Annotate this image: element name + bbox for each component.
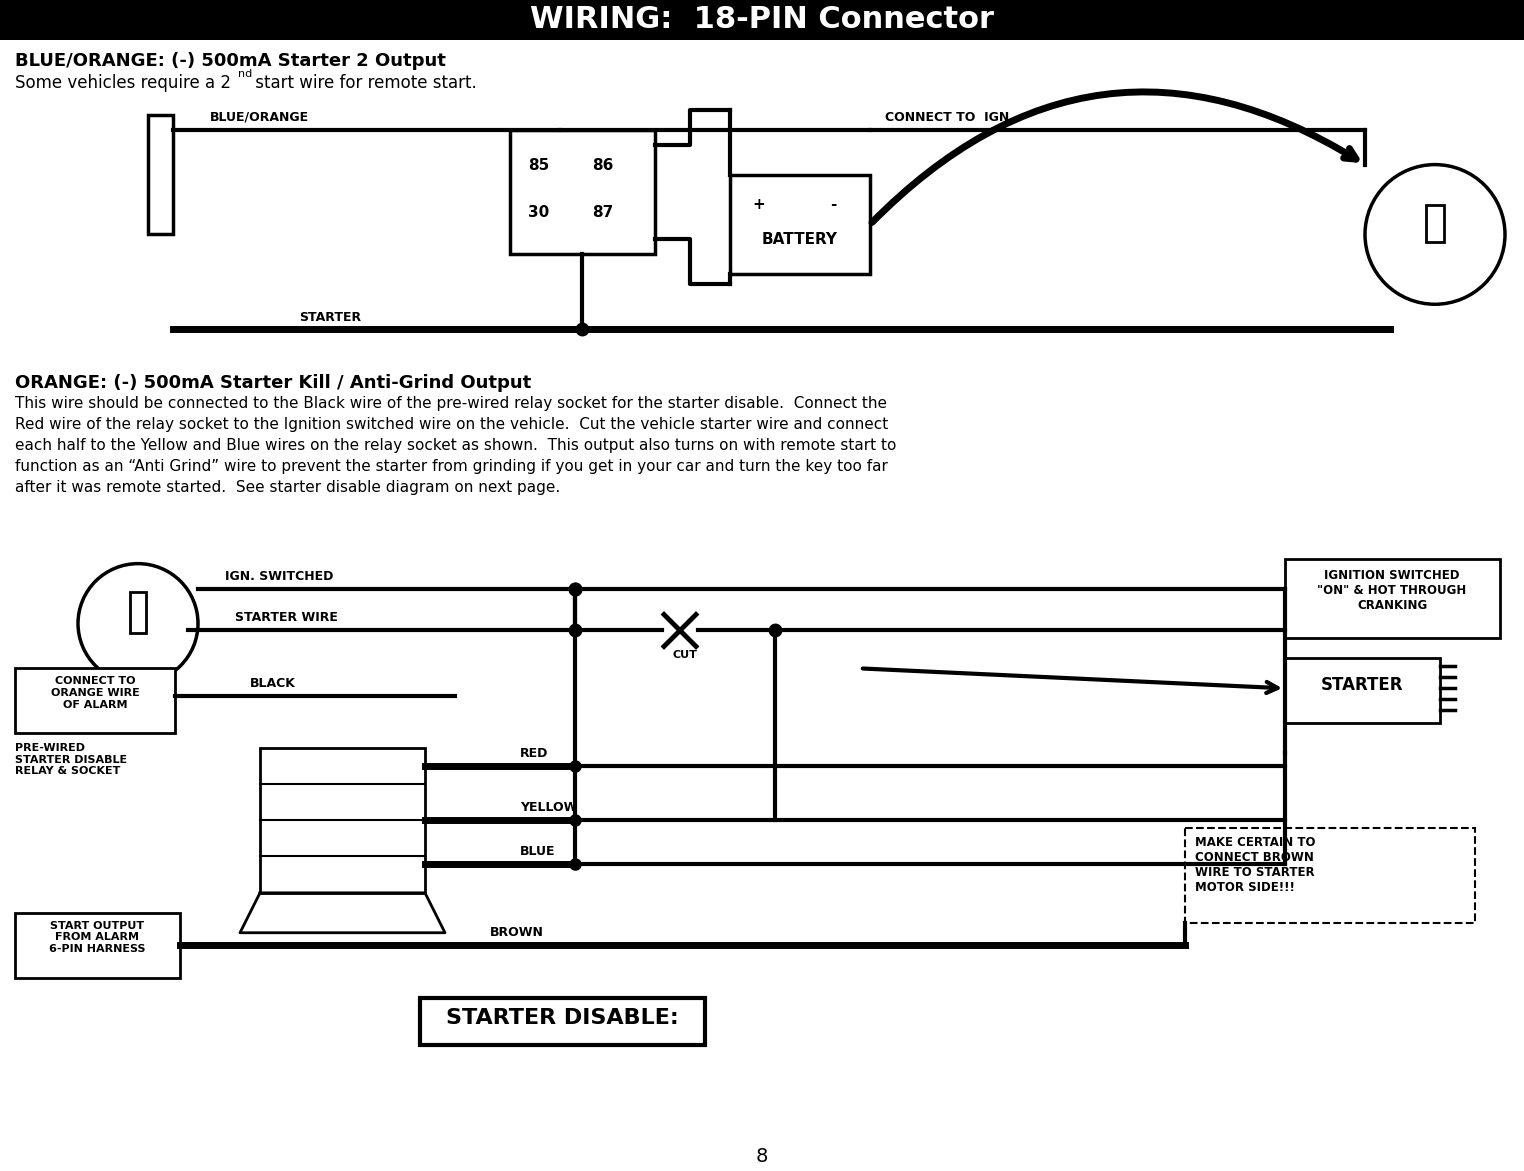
Bar bbox=[511, 130, 655, 254]
Text: function as an “Anti Grind” wire to prevent the starter from grinding if you get: function as an “Anti Grind” wire to prev… bbox=[15, 459, 888, 474]
Text: 30: 30 bbox=[527, 205, 549, 219]
Bar bbox=[15, 669, 175, 733]
Text: WIRING:  18-PIN Connector: WIRING: 18-PIN Connector bbox=[530, 6, 994, 34]
Bar bbox=[1426, 205, 1445, 242]
Bar bbox=[15, 912, 180, 978]
Bar bbox=[130, 591, 146, 634]
Text: PRE-WIRED
STARTER DISABLE
RELAY & SOCKET: PRE-WIRED STARTER DISABLE RELAY & SOCKET bbox=[15, 744, 126, 776]
Text: MAKE CERTAIN TO
CONNECT BROWN
WIRE TO STARTER
MOTOR SIDE!!!: MAKE CERTAIN TO CONNECT BROWN WIRE TO ST… bbox=[1195, 836, 1315, 893]
Text: This wire should be connected to the Black wire of the pre-wired relay socket fo: This wire should be connected to the Bla… bbox=[15, 396, 887, 411]
Text: STARTER DISABLE:: STARTER DISABLE: bbox=[445, 1007, 678, 1028]
Text: Some vehicles require a 2: Some vehicles require a 2 bbox=[15, 74, 232, 91]
Text: STARTER: STARTER bbox=[1321, 677, 1404, 694]
Text: 85: 85 bbox=[527, 158, 549, 172]
Text: BLUE/ORANGE: BLUE/ORANGE bbox=[210, 111, 309, 124]
Bar bbox=[730, 174, 870, 274]
Text: CONNECT TO  IGN: CONNECT TO IGN bbox=[885, 111, 1009, 124]
Text: STARTER WIRE: STARTER WIRE bbox=[235, 611, 338, 624]
Bar bbox=[1186, 828, 1475, 923]
Text: CONNECT TO
ORANGE WIRE
OF ALARM: CONNECT TO ORANGE WIRE OF ALARM bbox=[50, 677, 139, 710]
Bar bbox=[1285, 559, 1500, 638]
Text: RED: RED bbox=[520, 747, 549, 760]
Text: STARTER: STARTER bbox=[299, 311, 361, 324]
Text: IGNITION SWITCHED
"ON" & HOT THROUGH
CRANKING: IGNITION SWITCHED "ON" & HOT THROUGH CRA… bbox=[1317, 569, 1466, 611]
Text: BLUE: BLUE bbox=[520, 845, 556, 858]
Text: +: + bbox=[751, 197, 765, 212]
Bar bbox=[0, 0, 1524, 40]
Text: BATTERY: BATTERY bbox=[762, 232, 838, 247]
Text: BROWN: BROWN bbox=[491, 926, 544, 939]
Text: 86: 86 bbox=[591, 158, 613, 172]
Text: IGN. SWITCHED: IGN. SWITCHED bbox=[226, 569, 334, 583]
Text: BLACK: BLACK bbox=[250, 677, 296, 691]
Text: 8: 8 bbox=[756, 1148, 768, 1166]
Bar bbox=[261, 748, 425, 892]
Text: BLUE/ORANGE: (-) 500mA Starter 2 Output: BLUE/ORANGE: (-) 500mA Starter 2 Output bbox=[15, 52, 447, 70]
Text: START OUTPUT
FROM ALARM
6-PIN HARNESS: START OUTPUT FROM ALARM 6-PIN HARNESS bbox=[49, 920, 145, 954]
Text: start wire for remote start.: start wire for remote start. bbox=[250, 74, 477, 91]
Text: ORANGE: (-) 500mA Starter Kill / Anti-Grind Output: ORANGE: (-) 500mA Starter Kill / Anti-Gr… bbox=[15, 374, 532, 392]
Text: each half to the Yellow and Blue wires on the relay socket as shown.  This outpu: each half to the Yellow and Blue wires o… bbox=[15, 438, 896, 453]
Text: 87: 87 bbox=[591, 205, 613, 219]
Text: after it was remote started.  See starter disable diagram on next page.: after it was remote started. See starter… bbox=[15, 480, 561, 495]
Bar bbox=[1285, 658, 1440, 724]
Bar bbox=[148, 115, 174, 234]
Text: YELLOW: YELLOW bbox=[520, 801, 578, 814]
Text: nd: nd bbox=[238, 69, 253, 78]
Text: CUT: CUT bbox=[672, 650, 698, 660]
Bar bbox=[421, 998, 706, 1046]
Text: -: - bbox=[831, 197, 837, 212]
Text: Red wire of the relay socket to the Ignition switched wire on the vehicle.  Cut : Red wire of the relay socket to the Igni… bbox=[15, 417, 888, 432]
